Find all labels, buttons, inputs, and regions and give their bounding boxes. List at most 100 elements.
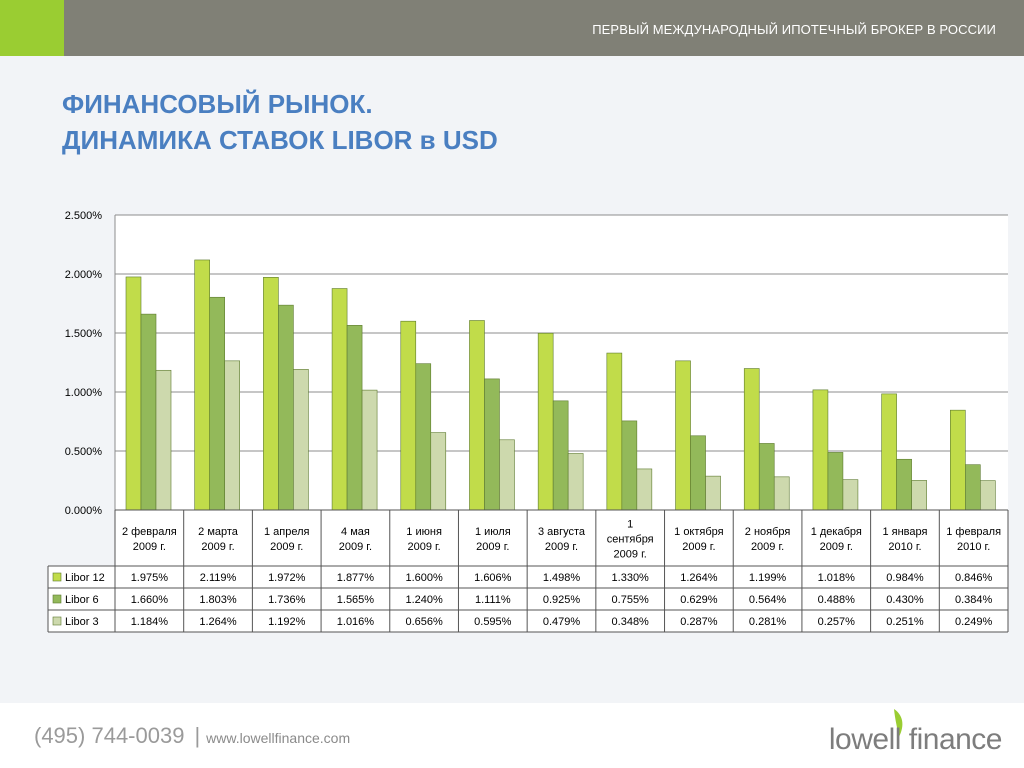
legend-entry: Libor 12 [65, 572, 105, 584]
bar-libor-3 [499, 439, 515, 511]
bar-libor-3 [636, 468, 653, 511]
bar-libor-3 [842, 479, 859, 511]
title-line-2: ДИНАМИКА СТАВОК LIBOR в USD [62, 125, 498, 155]
company-logo: lowell finance [822, 709, 1003, 757]
footer-separator: | [194, 723, 201, 748]
data-label: 1.240% [405, 594, 443, 606]
bar-libor-3 [911, 480, 927, 511]
data-label: 1.192% [268, 616, 306, 628]
bar-libor-3 [155, 369, 172, 511]
data-label: 1.972% [268, 572, 306, 584]
x-tick-label: 2 марта [198, 526, 239, 538]
x-tick-label: 2009 г. [545, 541, 578, 553]
data-label: 0.629% [680, 594, 718, 606]
x-tick-label: 2010 г. [888, 541, 921, 553]
data-label: 1.600% [405, 572, 443, 584]
data-label: 0.479% [543, 616, 581, 628]
bar-libor-3 [773, 476, 790, 511]
data-label: 1.660% [131, 594, 169, 606]
legend-swatch [52, 616, 62, 626]
x-tick-label: сентября [607, 534, 654, 546]
x-tick-label: 1 [627, 519, 633, 531]
bar-libor-12 [194, 259, 210, 511]
bar-libor-6 [896, 458, 912, 511]
phone-number: (495) 744-0039 [34, 723, 185, 748]
page-title: ФИНАНСОВЫЙ РЫНОК. ДИНАМИКА СТАВОК LIBOR … [62, 86, 498, 158]
data-label: 0.564% [749, 594, 787, 606]
x-tick-label: 4 мая [341, 526, 370, 538]
data-label: 0.287% [680, 616, 718, 628]
data-label: 2.119% [200, 572, 237, 584]
x-tick-label: 2009 г. [682, 541, 715, 553]
data-label: 0.846% [955, 572, 993, 584]
bar-libor-6 [346, 325, 363, 511]
website-link[interactable]: www.lowellfinance.com [206, 730, 351, 746]
bar-libor-12 [125, 276, 142, 511]
data-label: 0.251% [886, 616, 924, 628]
bar-libor-12 [537, 332, 554, 511]
data-label: 0.348% [612, 616, 650, 628]
y-tick-label: 1.500% [65, 328, 103, 340]
legend-swatch [52, 594, 62, 604]
x-tick-label: 2009 г. [751, 541, 784, 553]
bar-libor-12 [263, 277, 279, 511]
bar-libor-12 [469, 320, 485, 511]
data-label: 0.984% [886, 572, 924, 584]
bar-libor-3 [705, 475, 721, 511]
bar-libor-6 [965, 464, 981, 511]
libor-chart: 0.000% 0.500% 1.000% 1.500% 2.000% 2.500% 2 фе… [47, 210, 1009, 633]
data-label: 0.249% [955, 616, 993, 628]
bar-libor-12 [812, 389, 829, 511]
data-label: 0.281% [749, 616, 787, 628]
bar-libor-6 [827, 452, 844, 511]
data-label: 1.264% [680, 572, 718, 584]
footer-contact: (495) 744-0039 | www.lowellfinance.com [34, 723, 350, 749]
legend-entry: Libor 6 [65, 594, 99, 606]
bar-libor-3 [980, 480, 996, 511]
bar-libor-3 [293, 369, 309, 511]
data-label: 1.877% [337, 572, 375, 584]
bar-libor-12 [950, 409, 966, 511]
x-tick-label: 2009 г. [270, 541, 303, 553]
x-tick-label: 1 октября [674, 526, 724, 538]
data-label: 0.656% [405, 616, 443, 628]
bar-libor-3 [430, 432, 447, 511]
data-label: 1.330% [612, 572, 650, 584]
bar-libor-6 [484, 378, 500, 511]
bar-libor-12 [606, 352, 623, 511]
y-tick-label: 0.000% [65, 505, 103, 517]
bar-libor-3 [567, 453, 584, 511]
y-tick-label: 2.000% [65, 269, 103, 281]
data-label: 1.736% [268, 594, 306, 606]
data-label: 1.606% [474, 572, 512, 584]
x-tick-label: 1 декабря [811, 526, 862, 538]
data-label: 1.803% [199, 594, 237, 606]
data-label: 1.498% [543, 572, 581, 584]
bar-libor-3 [361, 389, 378, 511]
x-tick-label: 2009 г. [820, 541, 853, 553]
data-label: 1.975% [131, 572, 169, 584]
data-label: 1.184% [131, 616, 169, 628]
bar-libor-6 [758, 443, 775, 511]
x-tick-label: 1 января [882, 526, 927, 538]
x-tick-label: 2009 г. [133, 541, 166, 553]
bar-libor-6 [415, 363, 432, 511]
bar-libor-12 [675, 360, 691, 511]
legend-entry: Libor 3 [65, 616, 99, 628]
x-tick-label: 2 февраля [122, 526, 177, 538]
bar-libor-6 [621, 420, 638, 511]
x-tick-label: 3 августа [538, 526, 586, 538]
x-tick-label: 2009 г. [201, 541, 234, 553]
footer: (495) 744-0039 | www.lowellfinance.com low… [0, 703, 1024, 768]
bar-libor-6 [140, 313, 157, 511]
leaf-icon [894, 709, 903, 737]
bar-libor-6 [278, 304, 294, 511]
data-label: 1.018% [818, 572, 856, 584]
x-tick-label: 1 апреля [264, 526, 310, 538]
y-tick-label: 0.500% [65, 446, 103, 458]
x-tick-label: 1 февраля [946, 526, 1001, 538]
x-tick-label: 2009 г. [339, 541, 372, 553]
data-label: 0.257% [818, 616, 856, 628]
header-accent [0, 0, 64, 56]
logo-text: lowell finance [828, 723, 1003, 756]
